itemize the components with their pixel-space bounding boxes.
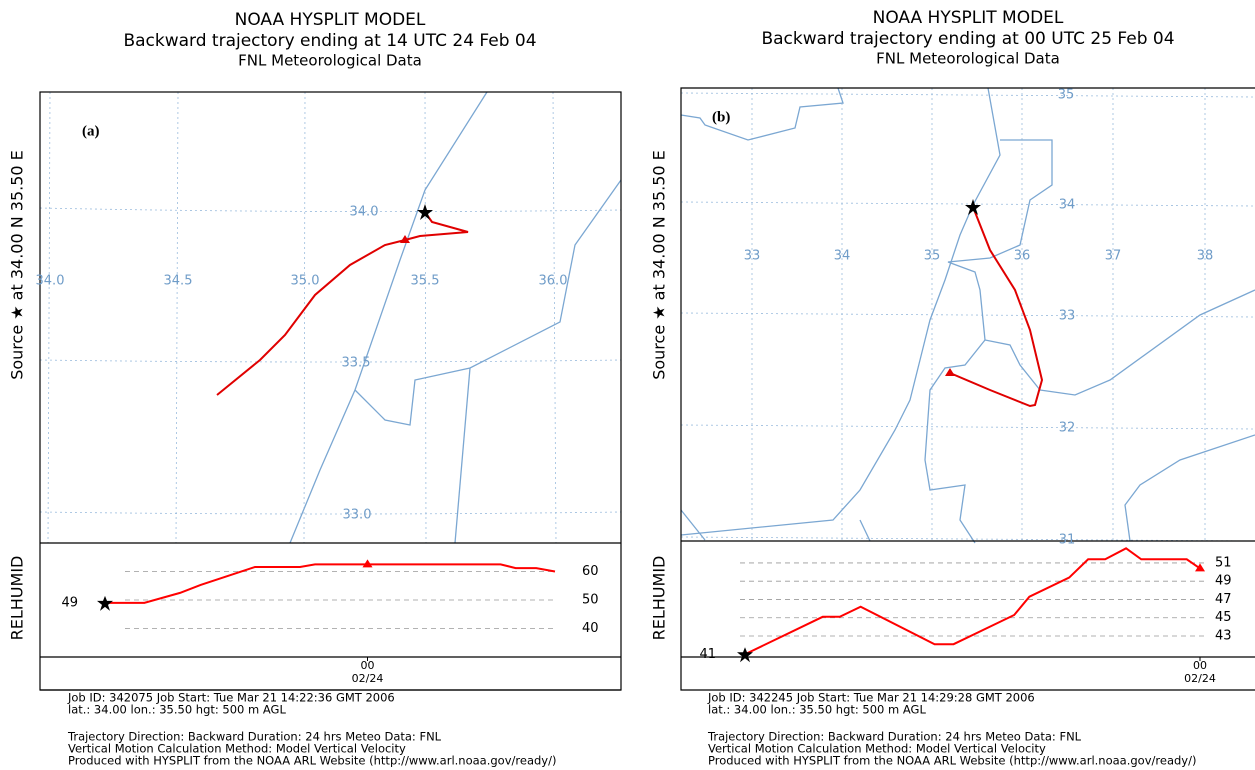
y-tick-label: 40 (582, 621, 599, 636)
start-value-label: 41 (699, 647, 716, 662)
lat-label: 32 (1059, 421, 1076, 436)
title: NOAA HYSPLIT MODEL (873, 8, 1064, 28)
map-a (39, 91, 622, 691)
lon-label: 36 (1014, 249, 1031, 264)
profile-axis-title: RELHUMID (8, 556, 27, 641)
lon-label: 36.0 (539, 274, 568, 289)
x-tick-sublabel: 02/24 (1184, 672, 1216, 685)
lat-label: 31 (1059, 533, 1076, 548)
lon-label: 35.0 (291, 274, 320, 289)
subtitle: FNL Meteorological Data (876, 50, 1060, 68)
profile-axis-title: RELHUMID (650, 556, 669, 641)
footer-line: Job ID: 342245 Job Start: Tue Mar 21 14:… (707, 691, 1035, 705)
map-b (680, 87, 1255, 691)
source-star (97, 595, 113, 611)
footer-line: lat.: 34.00 lon.: 35.50 hgt: 500 m AGL (68, 703, 286, 717)
footer-line: Trajectory Direction: Backward Duration:… (67, 730, 442, 744)
footer-line: Produced with HYSPLIT from the NOAA ARL … (708, 754, 1196, 768)
panel-label: (b) (712, 109, 730, 125)
lon-label: 33 (744, 249, 761, 264)
lon-label: 34.0 (36, 274, 65, 289)
x-tick-sublabel: 02/24 (352, 672, 384, 685)
lat-label: 35 (1058, 88, 1075, 103)
lat-label: 34.0 (350, 205, 379, 220)
y-tick-label: 60 (582, 564, 599, 579)
lon-label: 34 (834, 249, 851, 264)
lat-label: 33 (1059, 309, 1076, 324)
y-tick-label: 51 (1215, 555, 1232, 570)
footer-line: Job ID: 342075 Job Start: Tue Mar 21 14:… (67, 691, 395, 705)
footer-line: lat.: 34.00 lon.: 35.50 hgt: 500 m AGL (708, 703, 926, 717)
title: Backward trajectory ending at 14 UTC 24 … (123, 31, 536, 51)
y-tick-label: 43 (1215, 628, 1232, 643)
footer-line: Vertical Motion Calculation Method: Mode… (68, 742, 406, 756)
footer-line: Produced with HYSPLIT from the NOAA ARL … (68, 754, 556, 768)
profile-line (744, 547, 1201, 656)
subtitle: FNL Meteorological Data (238, 52, 422, 70)
x-tick-label: 00 (361, 659, 375, 672)
x-tick-label: 00 (1193, 659, 1207, 672)
y-tick-label: 49 (1215, 574, 1232, 589)
panel-label: (a) (82, 123, 100, 139)
lon-label: 37 (1105, 249, 1122, 264)
lat-label: 34 (1059, 198, 1076, 213)
source-star (737, 647, 753, 663)
footer-line: Trajectory Direction: Backward Duration:… (707, 730, 1082, 744)
source-label: Source ★ at 34.00 N 35.50 E (650, 150, 669, 380)
lat-label: 33.5 (342, 356, 371, 371)
lon-label: 35 (924, 249, 941, 264)
lon-label: 38 (1197, 249, 1214, 264)
lon-label: 35.5 (411, 274, 440, 289)
y-tick-label: 45 (1215, 610, 1232, 625)
title: NOAA HYSPLIT MODEL (235, 10, 426, 30)
footer-line: Vertical Motion Calculation Method: Mode… (708, 742, 1046, 756)
profile-line (105, 563, 556, 604)
title: Backward trajectory ending at 00 UTC 25 … (761, 29, 1174, 49)
time-marker (1195, 563, 1205, 572)
y-tick-label: 50 (582, 593, 599, 608)
start-value-label: 49 (61, 595, 78, 610)
time-marker (362, 559, 373, 568)
lat-label: 33.0 (343, 508, 372, 523)
y-tick-label: 47 (1215, 592, 1232, 607)
source-label: Source ★ at 34.00 N 35.50 E (8, 150, 27, 380)
lon-label: 34.5 (164, 274, 193, 289)
